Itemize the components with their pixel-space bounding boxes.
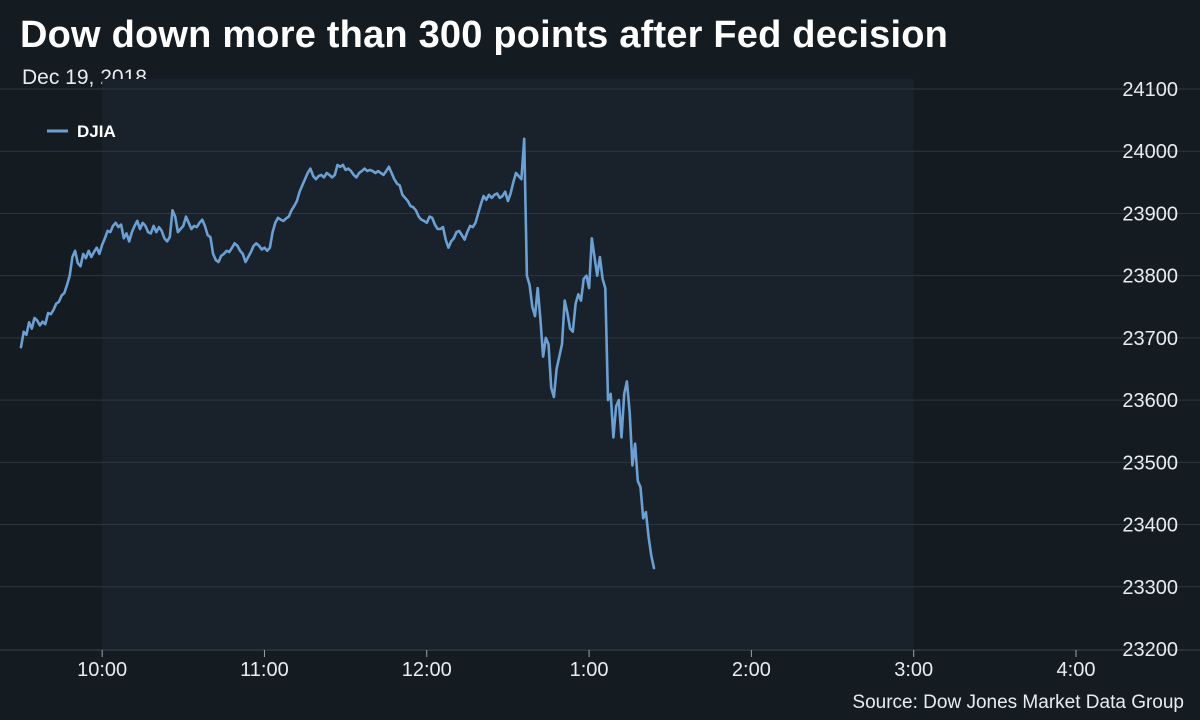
legend-label: DJIA <box>77 122 116 141</box>
y-tick-label: 23600 <box>1122 390 1178 412</box>
series-lines <box>19 137 656 570</box>
y-tick-label: 24100 <box>1122 79 1178 101</box>
plot-band <box>102 79 914 649</box>
x-tick-label: 12:00 <box>402 659 452 681</box>
x-tick-label: 1:00 <box>570 659 609 681</box>
gridlines <box>0 79 1200 649</box>
x-axis-tick-labels: 10:00 11:00 12:00 1:00 2:00 3:00 4:00 <box>77 650 1095 681</box>
y-tick-label: 23200 <box>1122 639 1178 661</box>
x-tick-label: 11:00 <box>240 659 289 681</box>
y-tick-label: 23500 <box>1122 452 1178 474</box>
y-tick-label: 23300 <box>1122 577 1178 599</box>
chart-title: Dow down more than 300 points after Fed … <box>20 14 949 56</box>
y-tick-label: 23400 <box>1122 515 1178 537</box>
y-tick-label: 23900 <box>1122 203 1178 225</box>
source-note: Source: Dow Jones Market Data Group <box>852 692 1184 713</box>
y-axis-tick-labels: 23200 23300 23400 23500 23600 23700 23800 23900… <box>1122 79 1178 661</box>
x-tick-label: 3:00 <box>894 659 933 681</box>
y-tick-label: 23700 <box>1122 328 1178 350</box>
x-tick-label: 2:00 <box>732 659 771 681</box>
y-tick-label: 23800 <box>1122 266 1178 288</box>
x-tick-label: 4:00 <box>1057 659 1096 681</box>
y-tick-label: 24000 <box>1122 141 1178 163</box>
series-line-djia <box>19 137 656 570</box>
legend: DJIA <box>47 122 116 141</box>
x-tick-label: 10:00 <box>77 659 127 681</box>
